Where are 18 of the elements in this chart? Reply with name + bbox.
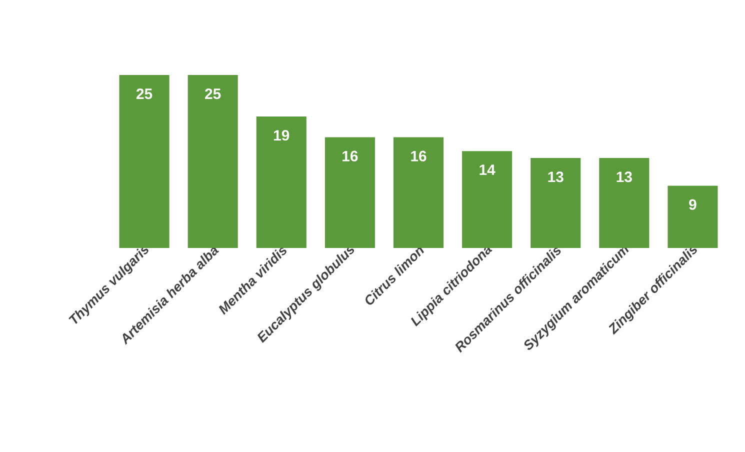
data-label: 13 <box>548 172 564 182</box>
bar <box>324 137 375 248</box>
data-label: 19 <box>274 130 290 141</box>
bar <box>119 75 170 248</box>
bar <box>462 151 512 248</box>
bar <box>188 75 238 248</box>
data-label: 16 <box>411 150 426 162</box>
bar <box>668 186 718 248</box>
data-label: 14 <box>480 164 496 175</box>
bar <box>256 116 306 248</box>
data-label: 25 <box>205 88 221 100</box>
bar <box>393 137 444 248</box>
bar <box>530 158 581 248</box>
data-label: 16 <box>342 150 358 162</box>
bar <box>599 158 650 248</box>
data-label: 9 <box>689 199 696 210</box>
data-label: 25 <box>136 88 152 100</box>
data-label: 13 <box>616 172 632 182</box>
